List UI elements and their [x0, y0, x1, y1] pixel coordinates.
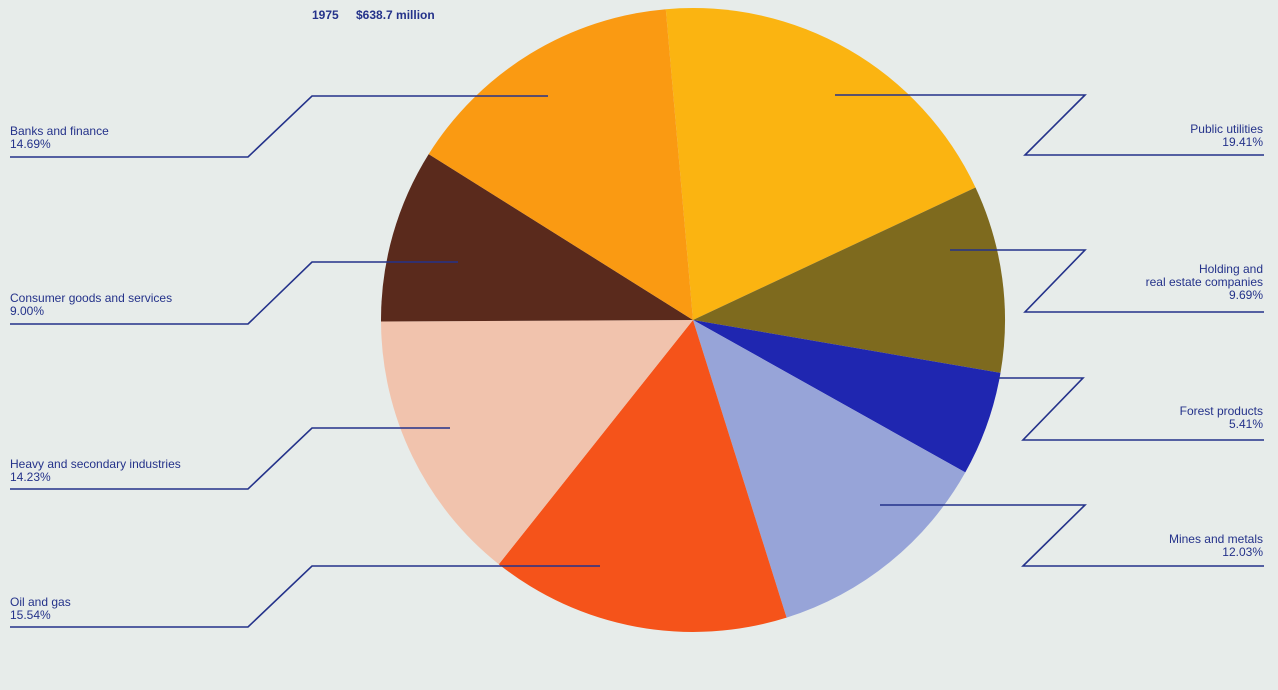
slice-label-banks-and-finance-1: Banks and finance [10, 124, 109, 138]
pie-slice-mines-and-metals [693, 320, 966, 618]
slice-value-banks-and-finance: 14.69% [10, 137, 51, 151]
slice-value-oil-and-gas: 15.54% [10, 608, 51, 622]
pie-slice-oil-and-gas [498, 320, 787, 632]
leader-line-forest-products [998, 377, 1264, 441]
pie-slice-consumer-goods-and-services [380, 154, 693, 322]
chart-total: $638.7 million [356, 8, 435, 22]
leader-line-banks-and-finance [10, 95, 548, 158]
leader-line-public-utilities [835, 94, 1264, 156]
slice-label-forest-products-1: Forest products [1180, 404, 1263, 418]
slice-label-public-utilities-1: Public utilities [1190, 122, 1263, 136]
leader-line-mines-and-metals [880, 504, 1264, 567]
pie-slices [380, 8, 1006, 632]
pie-slice-heavy-and-secondary-industries [381, 320, 693, 565]
chart-year: 1975 [312, 8, 339, 22]
slice-value-holding-and-real-estate-companies: 9.69% [1229, 288, 1263, 302]
slice-label-holding-and-real-estate-companies-1: Holding and [1199, 262, 1263, 276]
slice-value-public-utilities: 19.41% [1222, 135, 1263, 149]
slice-label-holding-and-real-estate-companies-2: real estate companies [1146, 275, 1263, 289]
slice-value-mines-and-metals: 12.03% [1222, 545, 1263, 559]
pie-slice-public-utilities [665, 8, 976, 321]
pie-slice-banks-and-finance [428, 9, 693, 320]
leader-line-heavy-and-secondary-industries [10, 427, 450, 490]
leader-lines [10, 94, 1264, 628]
slice-label-oil-and-gas-1: Oil and gas [10, 595, 71, 609]
pie-slice-holding-and-real-estate-companies [693, 187, 1006, 373]
slice-value-heavy-and-secondary-industries: 14.23% [10, 470, 51, 484]
slice-label-mines-and-metals-1: Mines and metals [1169, 532, 1263, 546]
leader-line-holding-and-real-estate-companies [950, 249, 1264, 313]
leader-line-oil-and-gas [10, 565, 600, 628]
slice-value-consumer-goods-and-services: 9.00% [10, 304, 44, 318]
leader-line-consumer-goods-and-services [10, 261, 458, 325]
slice-value-forest-products: 5.41% [1229, 417, 1263, 431]
pie-slice-forest-products [693, 320, 1001, 473]
slice-label-heavy-and-secondary-industries-1: Heavy and secondary industries [10, 457, 181, 471]
slice-label-consumer-goods-and-services-1: Consumer goods and services [10, 291, 172, 305]
